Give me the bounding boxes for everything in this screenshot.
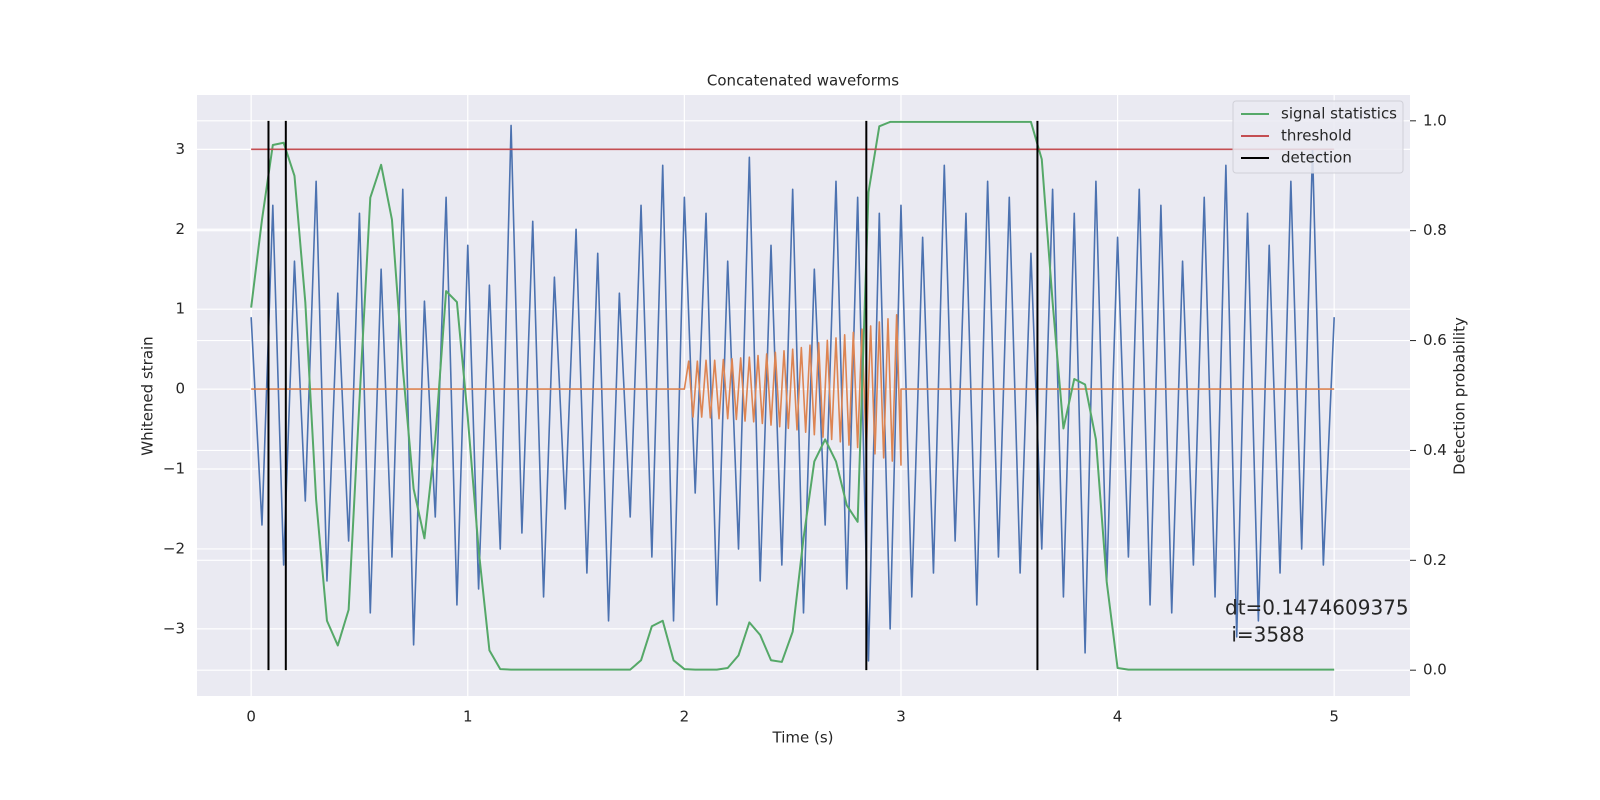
annotation: i=3588	[1225, 623, 1305, 647]
series-line	[250, 124, 1335, 662]
y2-tick-label: 0.0	[1423, 661, 1447, 679]
x-axis-label: Time (s)	[772, 729, 834, 747]
y-tick-label: 2	[175, 220, 185, 238]
x-tick-label: 5	[1329, 708, 1339, 726]
x-tick-label: 0	[246, 708, 256, 726]
x-tick-label: 1	[463, 708, 473, 726]
x-tick-label: 2	[680, 708, 690, 726]
legend-label: detection	[1281, 149, 1352, 167]
chart-title: Concatenated waveforms	[707, 72, 899, 90]
series-line	[251, 313, 1335, 466]
legend-label: threshold	[1281, 127, 1352, 145]
y-tick-label: 0	[175, 380, 185, 398]
y2-tick-label: 0.6	[1423, 331, 1447, 349]
x-tick-label: 3	[896, 708, 906, 726]
y-tick-label: 3	[175, 140, 185, 158]
legend-label: signal statistics	[1281, 105, 1397, 123]
x-tick-label: 4	[1113, 708, 1123, 726]
y-tick-label: 1	[175, 300, 185, 318]
y2-axis-label: Detection probability	[1451, 317, 1469, 475]
y2-tick-label: 1.0	[1423, 111, 1447, 129]
y2-tick-label: 0.8	[1423, 221, 1447, 239]
series-line	[250, 120, 1335, 671]
y-axis-label: Whitened strain	[139, 336, 157, 455]
y2-tick-label: 0.2	[1423, 551, 1447, 569]
y-tick-label: −3	[163, 619, 185, 637]
y-tick-label: −1	[163, 460, 185, 478]
annotation: dt=0.1474609375	[1225, 596, 1409, 620]
y2-tick-label: 0.4	[1423, 441, 1447, 459]
y-tick-label: −2	[163, 539, 185, 557]
legend-box	[1232, 100, 1404, 174]
